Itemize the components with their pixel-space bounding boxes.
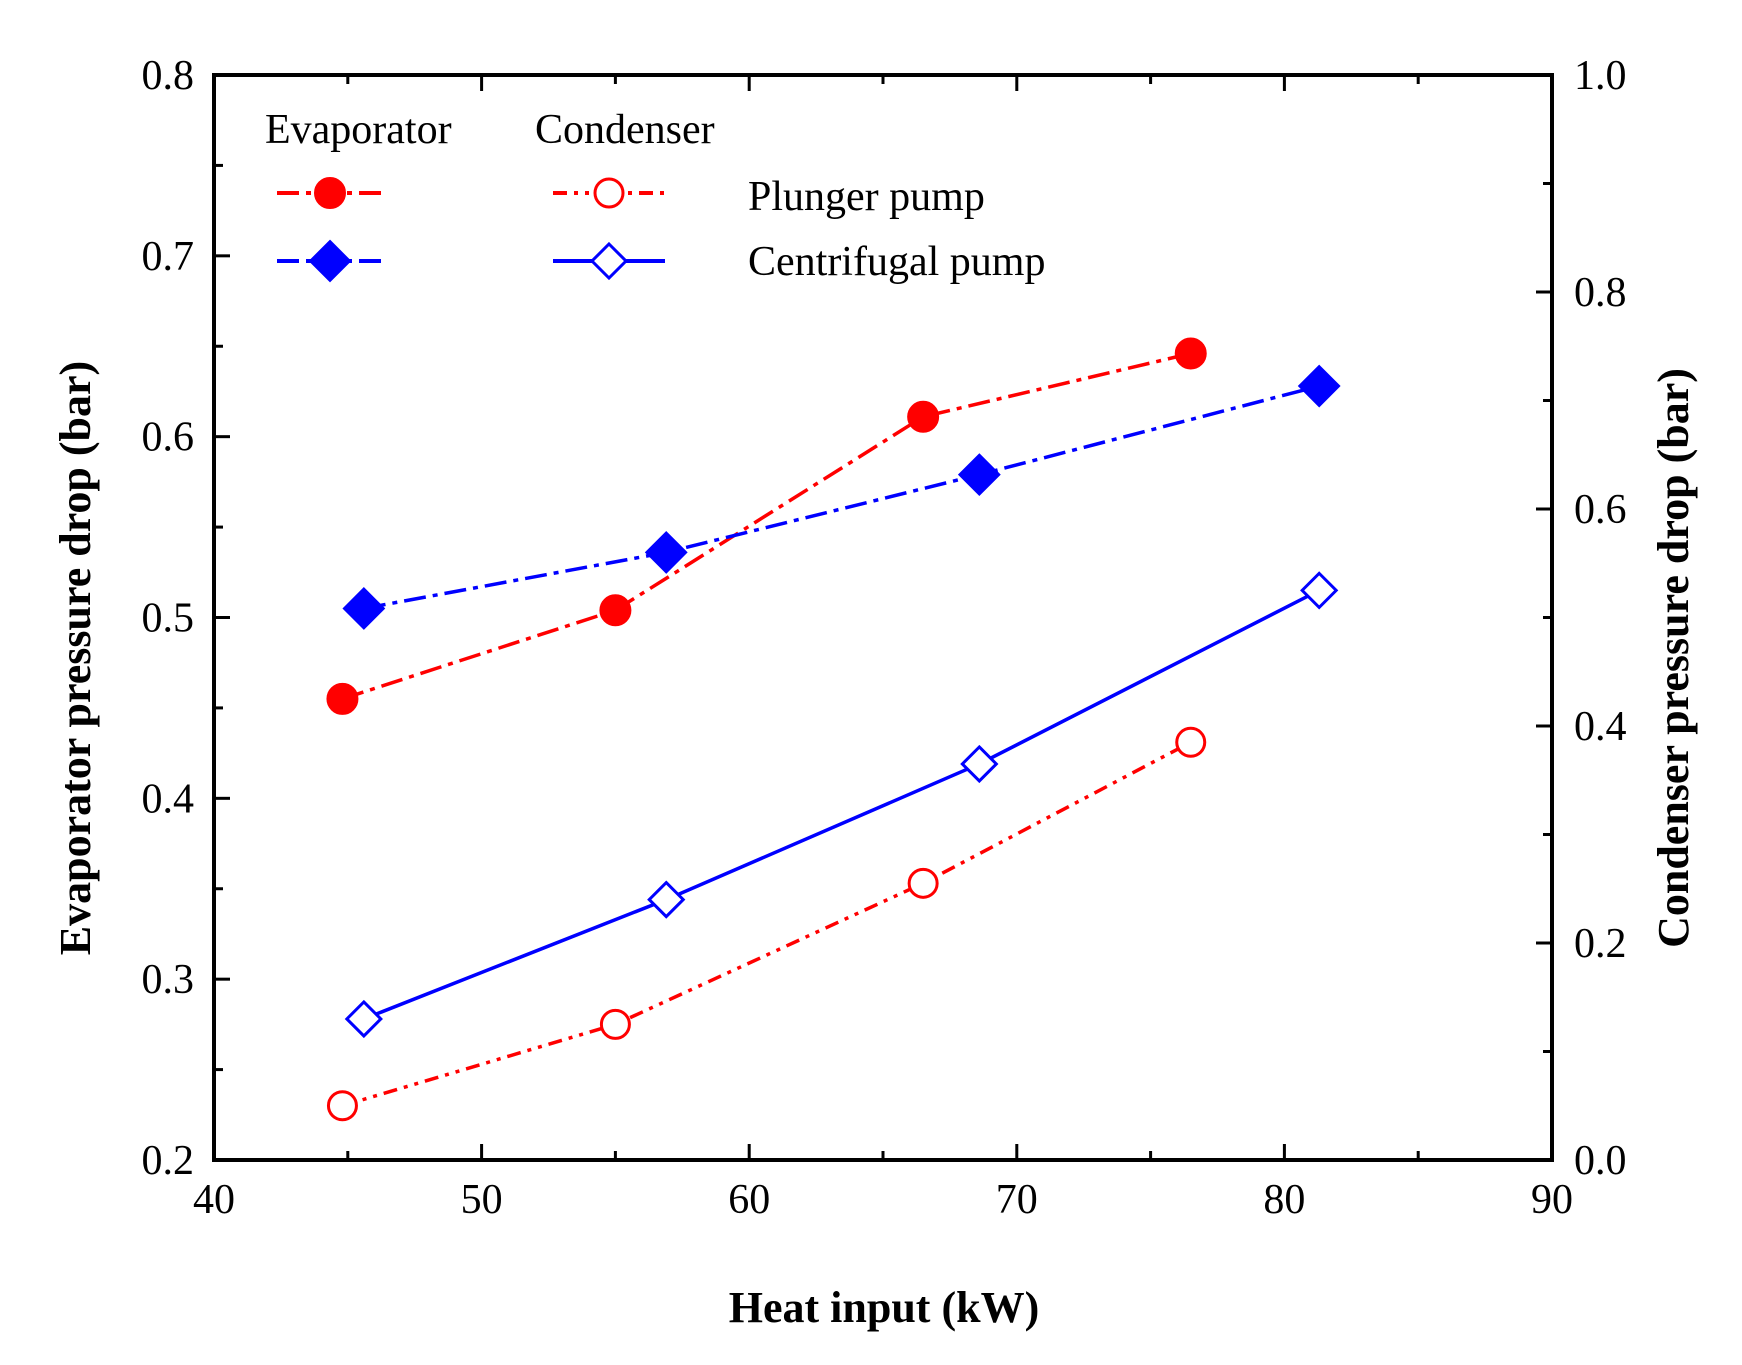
right-y-tick-label: 0.2	[1574, 921, 1627, 967]
right-y-tick-label: 1.0	[1574, 53, 1627, 99]
right-y-tick-label: 0.8	[1574, 270, 1627, 316]
left-y-tick-label: 0.3	[142, 957, 195, 1003]
right-y-tick-label: 0.0	[1574, 1138, 1627, 1184]
legend-marker-sample-4	[589, 241, 629, 281]
legend-label-centrifugal-pump: Centrifugal pump	[748, 239, 1045, 285]
x-tick-label: 80	[1263, 1177, 1305, 1223]
legend-marker-sample-2	[308, 239, 352, 283]
series-1-point-2	[599, 594, 632, 627]
left-y-tick-label: 0.7	[142, 234, 195, 280]
left-y-axis-title: Evaporator pressure drop (bar)	[51, 361, 100, 955]
left-y-tick-label: 0.5	[142, 596, 195, 642]
x-axis-title: Heat input (kW)	[729, 1283, 1039, 1332]
right-y-axis-title: Condenser pressure drop (bar)	[1649, 368, 1698, 948]
series-1-point-1	[326, 682, 359, 715]
x-tick-label: 90	[1531, 1177, 1573, 1223]
x-tick-label: 70	[996, 1177, 1038, 1223]
right-y-tick-label: 0.6	[1574, 487, 1627, 533]
series-2-point-2	[644, 530, 688, 574]
x-tick-label: 40	[193, 1177, 235, 1223]
series-line-4	[363, 588, 1320, 1021]
legend-header-evaporator: Evaporator	[265, 107, 452, 153]
series-3-point-4	[1175, 726, 1207, 758]
right-y-tick-label: 0.4	[1574, 704, 1627, 750]
legend: Evaporator Condenser Plunger pump Centri…	[265, 107, 1045, 285]
legend-header-condenser: Condenser	[535, 107, 715, 153]
left-y-tick-label: 0.2	[142, 1138, 195, 1184]
series-1-point-3	[907, 400, 940, 433]
legend-marker-sample-3	[593, 177, 625, 209]
series-3-point-2	[599, 1008, 631, 1040]
left-y-tick-label: 0.6	[142, 415, 195, 461]
series-4-point-4	[1300, 571, 1339, 610]
series-2-point-3	[957, 453, 1001, 497]
series-4-point-3	[960, 744, 999, 784]
axes-layer: 40 50 60 70 80 90 0.2 0.3 0.4 0.5 0.6 0.7 0.8 0.0 0.2 0…	[142, 53, 1627, 1223]
series-4-point-1	[344, 999, 383, 1039]
series-2-point-4	[1297, 364, 1341, 408]
series-line-1	[341, 351, 1192, 701]
left-y-tick-label: 0.8	[142, 53, 195, 99]
series-line-2	[363, 384, 1320, 611]
series-2-point-1	[342, 587, 386, 630]
legend-label-plunger-pump: Plunger pump	[748, 174, 985, 220]
series-4-point-2	[647, 880, 686, 919]
series-1-point-4	[1174, 337, 1207, 370]
series-3-point-3	[907, 867, 939, 899]
x-tick-label: 60	[728, 1177, 770, 1223]
x-tick-label: 50	[461, 1177, 503, 1223]
series-layer	[326, 337, 1341, 1122]
legend-marker-sample-1	[314, 177, 346, 209]
left-y-tick-label: 0.4	[142, 776, 195, 822]
series-3-point-1	[326, 1090, 358, 1122]
series-line-3	[341, 740, 1192, 1108]
